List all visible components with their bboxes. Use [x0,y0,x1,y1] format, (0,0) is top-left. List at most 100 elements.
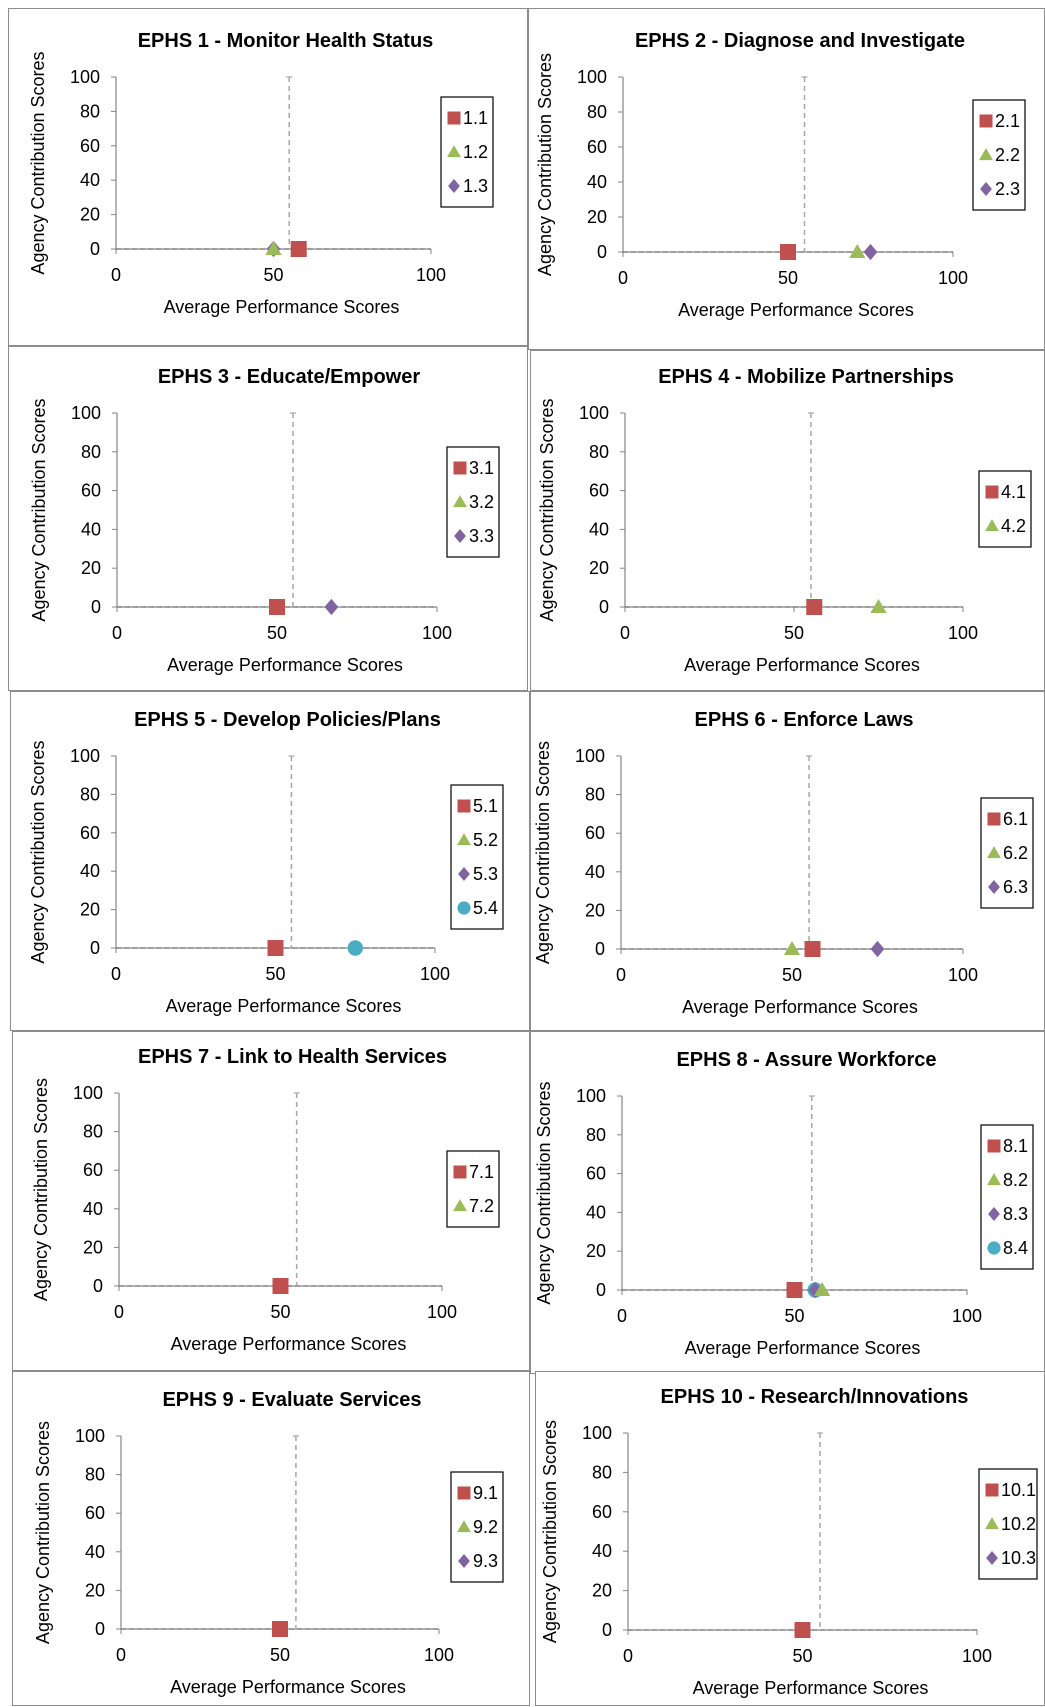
y-tick-label: 80 [83,1122,103,1142]
x-tick-label: 100 [962,1646,992,1666]
data-point-2.1 [780,244,796,260]
legend-marker-square [987,1139,1001,1153]
y-tick-label: 100 [577,67,607,87]
x-tick-label: 0 [623,1646,633,1666]
legend-marker-triangle [985,519,999,532]
x-tick-label: 100 [424,1645,454,1665]
x-tick-label: 50 [265,964,285,984]
y-tick-label: 40 [80,861,100,881]
y-tick-label: 40 [585,862,605,882]
y-tick-label: 0 [95,1619,105,1639]
y-tick-label: 20 [592,1581,612,1601]
y-tick-label: 0 [93,1276,103,1296]
data-point-8.2 [813,1282,831,1296]
legend-marker-triangle [453,1199,467,1212]
x-tick-label: 50 [263,265,283,285]
y-tick-label: 20 [85,1580,105,1600]
y-tick-label: 40 [85,1542,105,1562]
chart-panel-ephs-3: EPHS 3 - Educate/Empower 0 20 40 60 80 100 0 50 1… [8,346,528,691]
y-tick-label: 0 [596,1280,606,1300]
legend-marker-diamond [980,182,992,196]
legend-label: 5.4 [473,898,498,918]
chart-title: EPHS 3 - Educate/Empower [158,366,421,388]
x-tick-label: 50 [784,623,804,643]
legend-marker-triangle [453,495,467,508]
chart-title: EPHS 9 - Evaluate Services [162,1389,421,1411]
legend-label: 5.2 [473,830,498,850]
data-point-4.2 [870,599,887,613]
y-tick-label: 0 [597,242,607,262]
y-axis-title: Agency Contribution Scores [534,1081,554,1304]
chart-title: EPHS 10 - Research/Innovations [661,1386,969,1408]
y-tick-label: 0 [91,597,101,617]
legend-marker-square [979,114,993,128]
data-point-5.4 [347,940,363,956]
legend-label: 5.1 [473,796,498,816]
y-tick-label: 60 [81,481,101,501]
y-tick-label: 80 [589,442,609,462]
legend-marker-triangle [979,148,993,161]
y-tick-label: 40 [587,172,607,192]
x-tick-label: 100 [422,623,452,643]
legend-label: 8.2 [1003,1170,1028,1190]
legend-marker-diamond [986,1551,998,1565]
legend-label: 2.1 [995,111,1020,131]
y-tick-label: 60 [589,481,609,501]
chart-panel-ephs-5: EPHS 5 - Develop Policies/Plans 0 20 40 60 80… [10,691,530,1031]
legend-label: 4.1 [1001,482,1026,502]
chart-title: EPHS 2 - Diagnose and Investigate [635,30,965,52]
y-tick-label: 20 [586,1241,606,1261]
x-tick-label: 100 [416,265,446,285]
y-axis-title: Agency Contribution Scores [533,741,553,964]
legend-label: 3.3 [469,526,494,546]
y-tick-label: 60 [585,823,605,843]
scatter-chart: EPHS 10 - Research/Innovations 0 20 40 60 80 1… [540,1386,1038,1698]
y-tick-label: 100 [73,1083,103,1103]
scatter-chart: EPHS 6 - Enforce Laws 0 20 40 60 80 100 0 50 100 A… [533,709,1034,1017]
x-tick-label: 0 [620,623,630,643]
legend-marker-triangle [447,145,461,158]
x-axis-title: Average Performance Scores [164,297,400,317]
y-tick-label: 100 [582,1423,612,1443]
data-point-6.2 [783,941,801,955]
legend-label: 3.2 [469,492,494,512]
legend-marker-diamond [448,179,460,193]
chart-title: EPHS 4 - Mobilize Partnerships [658,366,954,388]
x-axis-title: Average Performance Scores [166,996,402,1016]
x-tick-label: 50 [784,1306,804,1326]
y-tick-label: 60 [85,1503,105,1523]
y-tick-label: 0 [90,239,100,259]
legend-marker-diamond [988,1207,1000,1221]
x-tick-label: 0 [617,1306,627,1326]
y-tick-label: 0 [599,597,609,617]
legend: 4.1 4.2 [978,470,1032,548]
y-tick-label: 40 [83,1199,103,1219]
legend-label: 8.4 [1003,1238,1028,1258]
scatter-chart: EPHS 9 - Evaluate Services 0 20 40 60 80 100 0 5… [33,1389,504,1697]
y-tick-label: 100 [70,746,100,766]
data-point-6.1 [804,941,821,957]
legend: 8.1 8.2 8.3 8.4 [980,1124,1034,1270]
x-tick-label: 100 [938,268,968,288]
scatter-chart: EPHS 2 - Diagnose and Investigate 0 20 40 60… [535,30,1026,320]
scatter-chart: EPHS 1 - Monitor Health Status 0 20 40 60 80 1… [28,30,494,317]
legend-label: 2.3 [995,179,1020,199]
data-point-1.2 [265,241,282,255]
y-axis-title: Agency Contribution Scores [28,51,48,274]
data-point-1.1 [290,241,307,257]
data-point-2.3 [863,243,878,261]
x-axis-title: Average Performance Scores [682,997,918,1017]
legend-label: 2.2 [995,145,1020,165]
legend-label: 4.2 [1001,516,1026,536]
chart-panel-ephs-4: EPHS 4 - Mobilize Partnerships 0 20 40 60 80 1… [530,350,1045,691]
y-tick-label: 20 [80,900,100,920]
y-tick-label: 60 [83,1160,103,1180]
x-tick-label: 100 [420,964,450,984]
y-axis-title: Agency Contribution Scores [537,398,557,621]
legend-marker-diamond [988,880,1000,894]
chart-panel-ephs-7: EPHS 7 - Link to Health Services 0 20 40 60 8… [12,1031,530,1371]
y-tick-label: 40 [81,519,101,539]
x-tick-label: 0 [111,964,121,984]
y-tick-label: 40 [589,519,609,539]
